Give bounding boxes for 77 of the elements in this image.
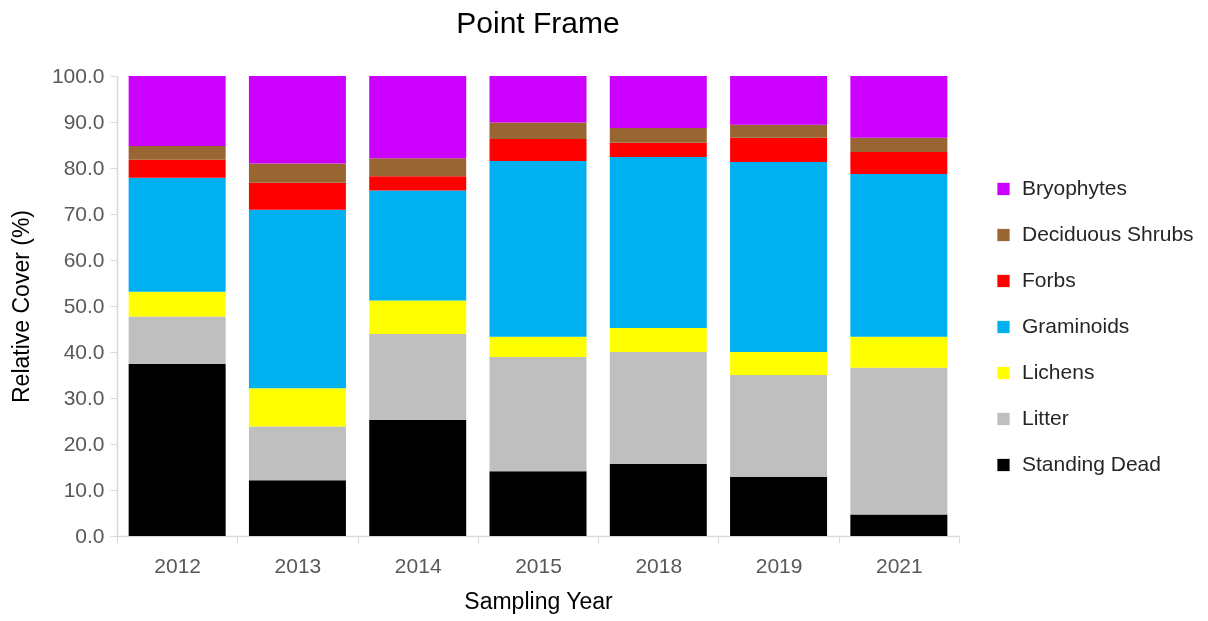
bar xyxy=(369,158,467,177)
bar xyxy=(489,122,587,140)
legend-label: Lichens xyxy=(1022,360,1095,383)
bar xyxy=(128,159,226,178)
legend-label: Bryophytes xyxy=(1022,176,1128,199)
bar xyxy=(609,328,707,352)
x-tick-label: 2021 xyxy=(876,553,923,577)
y-tick-label: 100.0 xyxy=(51,63,105,87)
bar xyxy=(850,336,948,368)
y-tick-label: 0.0 xyxy=(75,523,105,547)
bar xyxy=(609,463,707,536)
bar xyxy=(369,76,467,159)
bar xyxy=(850,367,948,515)
bar xyxy=(128,316,226,364)
bar xyxy=(369,334,467,421)
bar xyxy=(489,336,587,358)
bar xyxy=(850,76,948,138)
bar xyxy=(850,137,948,152)
bar xyxy=(248,163,346,183)
bar xyxy=(248,182,346,210)
bar xyxy=(730,476,828,536)
bar xyxy=(850,514,948,536)
y-tick-label: 90.0 xyxy=(63,109,105,133)
legend-label: Standing Dead xyxy=(1022,452,1161,475)
x-axis-title: Sampling Year xyxy=(464,587,613,614)
y-axis-title: Relative Cover (%) xyxy=(7,210,34,403)
bar xyxy=(248,480,346,536)
bar xyxy=(489,76,587,123)
legend-label: Litter xyxy=(1022,406,1069,429)
y-tick-label: 80.0 xyxy=(63,155,105,179)
bar xyxy=(730,162,828,352)
bar xyxy=(730,137,828,163)
bar xyxy=(489,161,587,337)
bar xyxy=(128,145,226,160)
y-tick-label: 10.0 xyxy=(63,477,105,501)
bar xyxy=(369,190,467,301)
bar xyxy=(730,375,828,477)
bar xyxy=(609,76,707,128)
y-tick-label: 30.0 xyxy=(63,385,105,409)
bar xyxy=(128,177,226,292)
bar xyxy=(369,176,467,191)
bar xyxy=(489,471,587,536)
bar xyxy=(248,209,346,389)
bar xyxy=(730,76,828,125)
x-tick-label: 2012 xyxy=(154,553,201,577)
bar xyxy=(609,127,707,143)
x-tick-label: 2013 xyxy=(274,553,322,577)
x-tick-label: 2015 xyxy=(515,553,562,577)
bar xyxy=(609,352,707,464)
bar xyxy=(489,357,587,472)
x-tick-label: 2018 xyxy=(635,553,683,577)
legend-label: Graminoids xyxy=(1022,314,1130,337)
bar xyxy=(369,300,467,335)
x-tick-label: 2019 xyxy=(755,553,803,577)
legend-label: Forbs xyxy=(1022,268,1076,291)
y-tick-label: 50.0 xyxy=(63,293,105,317)
legend-label: Deciduous Shrubs xyxy=(1022,222,1194,245)
y-tick-label: 40.0 xyxy=(63,339,105,363)
bar xyxy=(248,76,346,164)
bar xyxy=(850,151,948,174)
y-tick-label: 60.0 xyxy=(63,247,105,271)
bar xyxy=(609,156,707,329)
bar xyxy=(128,291,226,317)
y-tick-label: 70.0 xyxy=(63,201,105,225)
bar xyxy=(730,352,828,375)
bar xyxy=(248,426,346,481)
chart-title: Point Frame xyxy=(456,6,620,39)
y-tick-label: 20.0 xyxy=(63,431,105,455)
bar xyxy=(730,124,828,138)
bar xyxy=(609,142,707,157)
bar xyxy=(128,76,226,146)
bar xyxy=(489,139,587,162)
bar xyxy=(248,388,346,427)
x-tick-label: 2014 xyxy=(394,553,442,577)
bar xyxy=(369,420,467,536)
bar xyxy=(128,363,226,536)
bar xyxy=(850,173,948,337)
